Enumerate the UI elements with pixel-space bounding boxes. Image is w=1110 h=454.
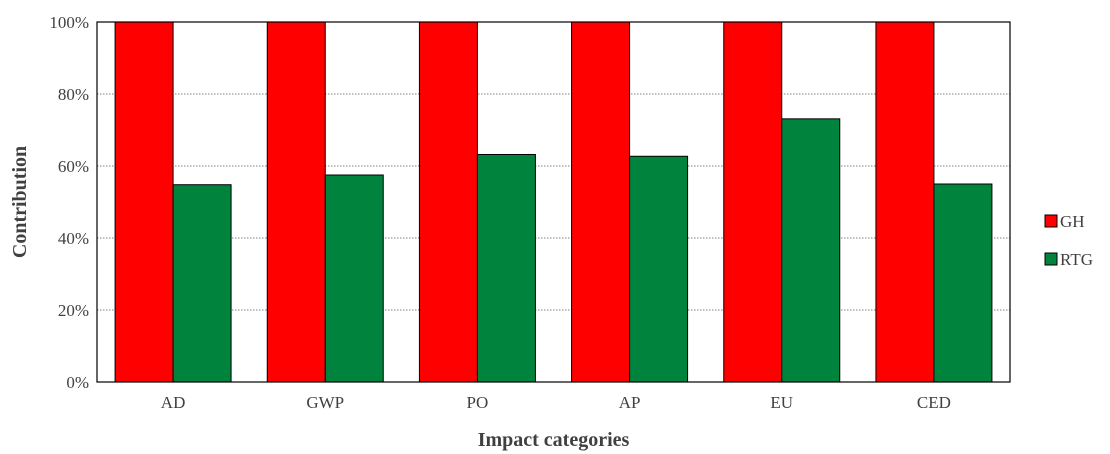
bar-rtg-ced bbox=[933, 183, 993, 383]
bars bbox=[114, 21, 993, 383]
bar-gh-eu bbox=[723, 21, 783, 383]
x-tick-label: PO bbox=[467, 393, 489, 412]
plot-area-border bbox=[96, 21, 1011, 383]
legend-label-gh: GH bbox=[1060, 212, 1085, 231]
bar-gh-ad bbox=[114, 21, 174, 383]
bar-gh-po bbox=[418, 21, 478, 383]
y-axis-ticks: 0% 20% 40% 60% 80% 100% bbox=[49, 13, 89, 392]
y-tick-label: 40% bbox=[58, 229, 89, 248]
x-axis-title: Impact categories bbox=[478, 429, 630, 451]
x-tick-label: AP bbox=[619, 393, 641, 412]
bar-gh-ced bbox=[875, 21, 935, 383]
x-axis-ticks: AD GWP PO AP EU CED bbox=[161, 393, 951, 412]
legend: GH RTG bbox=[1044, 212, 1093, 269]
y-tick-label: 20% bbox=[58, 301, 89, 320]
y-axis-title: Contribution bbox=[9, 146, 31, 258]
bar-rtg-eu bbox=[781, 118, 841, 383]
y-tick-label: 80% bbox=[58, 85, 89, 104]
x-tick-label: CED bbox=[917, 393, 951, 412]
bar-gh-gwp bbox=[266, 21, 326, 383]
bar-rtg-gwp bbox=[324, 174, 384, 383]
y-tick-label: 100% bbox=[49, 13, 89, 32]
bar-gh-ap bbox=[571, 21, 631, 383]
y-tick-label: 60% bbox=[58, 157, 89, 176]
legend-label-rtg: RTG bbox=[1060, 250, 1093, 269]
x-tick-label: AD bbox=[161, 393, 186, 412]
bar-rtg-ad bbox=[172, 184, 232, 383]
legend-swatch-gh bbox=[1044, 214, 1058, 228]
bar-rtg-ap bbox=[629, 155, 689, 383]
bar-rtg-po bbox=[476, 153, 536, 383]
y-tick-label: 0% bbox=[66, 373, 89, 392]
x-tick-label: EU bbox=[770, 393, 793, 412]
x-tick-label: GWP bbox=[306, 393, 344, 412]
legend-swatch-rtg bbox=[1044, 252, 1058, 266]
gridlines bbox=[97, 93, 1010, 311]
